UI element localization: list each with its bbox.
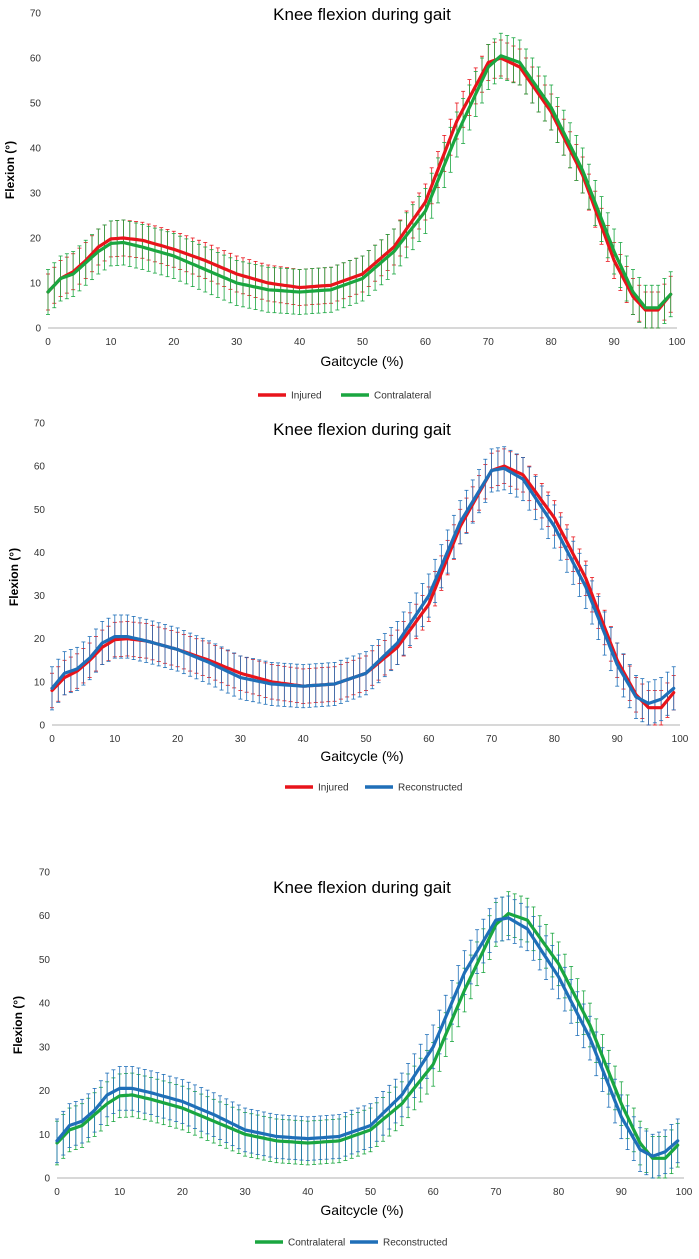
- y-tick-label: 0: [44, 1174, 50, 1185]
- y-tick-label: 40: [30, 144, 42, 155]
- x-tick-label: 70: [483, 337, 495, 348]
- series-line-contralateral: [55, 911, 680, 1160]
- y-axis-label: Flexion (°): [7, 548, 21, 606]
- chart-panel-2: Knee flexion during gait 0 10 20 30 40 50 60 70 0…: [0, 415, 699, 835]
- x-tick-label: 20: [168, 337, 180, 348]
- x-tick-label: 70: [490, 1187, 502, 1198]
- x-tick-label: 10: [109, 734, 121, 745]
- x-tick-label: 60: [420, 337, 432, 348]
- legend-label-contralateral: Contralateral: [288, 1238, 345, 1249]
- x-axis-label: Gaitcycle (%): [320, 1202, 403, 1218]
- x-tick-label: 100: [669, 337, 686, 348]
- legend-label-injured: Injured: [318, 783, 349, 794]
- series-line-reconstructed: [55, 916, 680, 1158]
- y-tick-label: 20: [34, 634, 46, 645]
- y-tick-label: 60: [30, 54, 42, 65]
- y-tick-label: 30: [30, 189, 42, 200]
- x-tick-label: 90: [612, 734, 624, 745]
- error-bars-reconstructed: [55, 895, 680, 1179]
- series-line-injured: [46, 56, 673, 312]
- chart-title: Knee flexion during gait: [273, 5, 451, 24]
- x-tick-label: 80: [549, 734, 561, 745]
- error-bars-reconstructed: [50, 446, 676, 726]
- y-tick-label: 50: [39, 955, 51, 966]
- x-tick-label: 80: [546, 337, 558, 348]
- x-tick-label: 100: [672, 734, 689, 745]
- y-tick-label: 0: [39, 721, 45, 732]
- x-tick-label: 30: [231, 337, 243, 348]
- legend-label-contralateral: Contralateral: [374, 391, 431, 402]
- x-tick-label: 50: [360, 734, 372, 745]
- y-tick-label: 30: [39, 1042, 51, 1053]
- y-tick-label: 50: [34, 505, 46, 516]
- x-tick-label: 30: [235, 734, 247, 745]
- x-axis-label: Gaitcycle (%): [320, 353, 403, 369]
- legend-label-reconstructed: Reconstructed: [383, 1238, 447, 1249]
- error-bars-injured: [46, 39, 673, 329]
- x-tick-label: 100: [676, 1187, 693, 1198]
- y-axis-label: Flexion (°): [11, 996, 25, 1054]
- y-tick-label: 50: [30, 99, 42, 110]
- x-tick-label: 50: [365, 1187, 377, 1198]
- x-tick-label: 90: [616, 1187, 628, 1198]
- x-tick-label: 0: [45, 337, 51, 348]
- y-tick-label: 20: [39, 1086, 51, 1097]
- x-tick-label: 40: [302, 1187, 314, 1198]
- chart-title: Knee flexion during gait: [273, 420, 451, 439]
- y-tick-label: 20: [30, 234, 42, 245]
- legend-label-injured: Injured: [291, 391, 322, 402]
- chart-svg-1: Knee flexion during gait 0 10 20 30 40 50 60 70 0…: [3, 5, 686, 402]
- x-tick-label: 30: [240, 1187, 252, 1198]
- chart-svg-3: Knee flexion during gait 0 10 20 30 40 50 60 70 0…: [11, 868, 693, 1249]
- x-tick-label: 20: [177, 1187, 189, 1198]
- series-line-contralateral: [46, 54, 673, 310]
- x-tick-label: 90: [609, 337, 621, 348]
- y-tick-label: 70: [30, 9, 42, 20]
- chart-svg-2: Knee flexion during gait 0 10 20 30 40 50 60 70 0…: [7, 419, 689, 794]
- x-tick-label: 70: [486, 734, 498, 745]
- y-tick-label: 70: [34, 419, 46, 430]
- x-tick-label: 60: [423, 734, 435, 745]
- x-tick-label: 0: [49, 734, 55, 745]
- y-tick-label: 60: [34, 462, 46, 473]
- chart-panel-1: Knee flexion during gait 0 10 20 30 40 50 60 70 0…: [0, 0, 699, 415]
- chart-panel-3: Knee flexion during gait 0 10 20 30 40 50 60 70 0…: [0, 835, 699, 1259]
- x-tick-label: 0: [54, 1187, 60, 1198]
- y-tick-label: 70: [39, 868, 51, 879]
- x-tick-label: 60: [428, 1187, 440, 1198]
- y-tick-label: 10: [34, 677, 46, 688]
- error-bars-contralateral: [55, 891, 680, 1179]
- x-tick-label: 10: [114, 1187, 126, 1198]
- series-line-reconstructed: [50, 466, 676, 705]
- y-tick-label: 10: [39, 1130, 51, 1141]
- y-tick-label: 0: [35, 324, 41, 335]
- x-tick-label: 10: [105, 337, 117, 348]
- series-line-injured: [50, 464, 676, 710]
- x-tick-label: 50: [357, 337, 369, 348]
- error-bars-injured: [50, 448, 676, 726]
- error-bars-contralateral: [46, 32, 673, 329]
- x-tick-label: 40: [298, 734, 310, 745]
- x-tick-label: 20: [172, 734, 184, 745]
- chart-title: Knee flexion during gait: [273, 878, 451, 897]
- y-tick-label: 40: [34, 548, 46, 559]
- x-axis-label: Gaitcycle (%): [320, 748, 403, 764]
- y-tick-label: 40: [39, 999, 51, 1010]
- y-tick-label: 10: [30, 279, 42, 290]
- x-tick-label: 40: [294, 337, 306, 348]
- y-tick-label: 30: [34, 591, 46, 602]
- legend-label-reconstructed: Reconstructed: [398, 783, 462, 794]
- y-tick-label: 60: [39, 911, 51, 922]
- x-tick-label: 80: [553, 1187, 565, 1198]
- y-axis-label: Flexion (°): [3, 141, 17, 199]
